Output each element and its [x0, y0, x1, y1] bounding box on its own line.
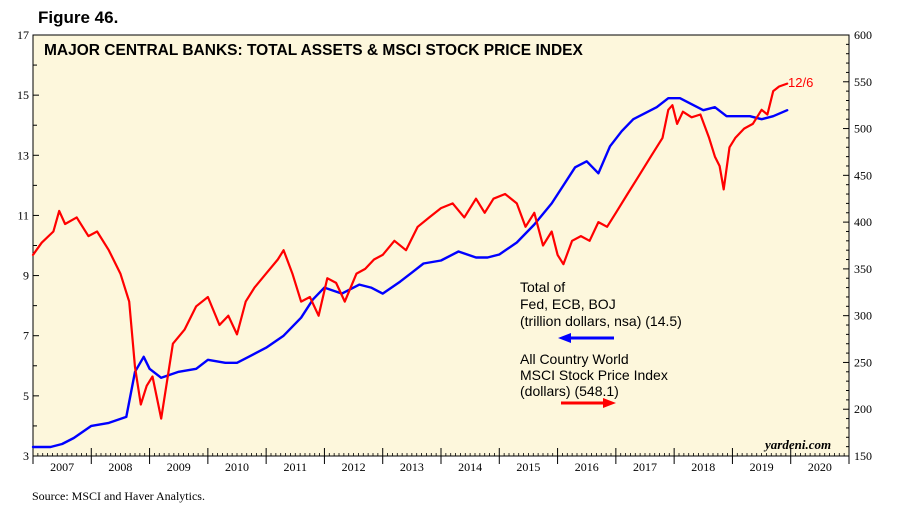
- series-line-central-bank-assets: [31, 97, 789, 449]
- legend-blue-arrowhead: [558, 333, 571, 343]
- legend-red: All Country World MSCI Stock Price Index…: [520, 351, 668, 408]
- right-axis-tick-label: 600: [854, 28, 872, 42]
- left-axis-tick-label: 15: [17, 88, 29, 102]
- right-axis-tick-label: 200: [854, 402, 872, 416]
- watermark: yardeni.com: [763, 437, 831, 452]
- left-axis-tick-label: 5: [23, 389, 29, 403]
- legend-blue-left-arrow-icon: [558, 333, 614, 343]
- right-axis-tick-label: 450: [854, 168, 872, 182]
- x-axis-year-label: 2015: [516, 460, 540, 474]
- x-axis-year-label: 2008: [108, 460, 132, 474]
- left-axis-tick-label: 3: [23, 449, 29, 463]
- right-axis-tick-label: 400: [854, 215, 872, 229]
- series-layer: [31, 82, 789, 449]
- left-axis-tick-label: 17: [17, 28, 29, 42]
- left-axis-tick-label: 13: [17, 148, 29, 162]
- series-line-msci-index: [31, 82, 789, 420]
- right-axis-tick-label: 350: [854, 262, 872, 276]
- right-axis-tick-label: 500: [854, 122, 872, 136]
- x-axis-year-label: 2009: [167, 460, 191, 474]
- legend-red-line-1: All Country World: [520, 351, 629, 367]
- right-axis-tick-label: 550: [854, 75, 872, 89]
- x-axis-year-label: 2018: [691, 460, 715, 474]
- x-axis-year-label: 2013: [400, 460, 424, 474]
- right-axis-tick-label: 300: [854, 309, 872, 323]
- right-axis-tick-label: 250: [854, 355, 872, 369]
- x-axis-year-label: 2020: [808, 460, 832, 474]
- axes-ticks: 3 5 7 9 11 13 15 17 150 200 250 300 350 400 450 500 550 6…: [17, 28, 872, 474]
- left-axis-tick-label: 11: [17, 208, 29, 222]
- legend-red-line-3: (dollars) (548.1): [520, 383, 619, 399]
- source-note: Source: MSCI and Haver Analytics.: [32, 489, 205, 503]
- x-axis-year-label: 2010: [225, 460, 249, 474]
- right-axis-tick-label: 150: [854, 449, 872, 463]
- legend-blue: Total of Fed, ECB, BOJ (trillion dollars…: [520, 279, 682, 343]
- plot-area: [32, 34, 850, 457]
- left-axis-tick-label: 7: [23, 329, 29, 343]
- chart-title: MAJOR CENTRAL BANKS: TOTAL ASSETS & MSCI…: [44, 42, 583, 59]
- x-axis-year-label: 2012: [342, 460, 366, 474]
- legend-red-right-arrow-icon: [561, 398, 616, 408]
- x-axis-year-label: 2017: [633, 460, 657, 474]
- x-axis-year-label: 2014: [458, 460, 482, 474]
- legend-blue-line-1: Total of: [520, 279, 565, 295]
- legend-blue-line-2: Fed, ECB, BOJ: [520, 296, 616, 312]
- legend-blue-line-3: (trillion dollars, nsa) (14.5): [520, 313, 682, 329]
- x-axis-year-label: 2011: [284, 460, 308, 474]
- figure-label: Figure 46.: [38, 8, 119, 27]
- legend-red-arrowhead: [603, 398, 616, 408]
- left-axis-tick-label: 9: [23, 269, 29, 283]
- legend-red-line-2: MSCI Stock Price Index: [520, 367, 668, 383]
- x-axis-year-label: 2007: [50, 460, 74, 474]
- end-date-label: 12/6: [788, 75, 813, 90]
- x-axis-year-label: 2016: [575, 460, 599, 474]
- x-axis-year-label: 2019: [750, 460, 774, 474]
